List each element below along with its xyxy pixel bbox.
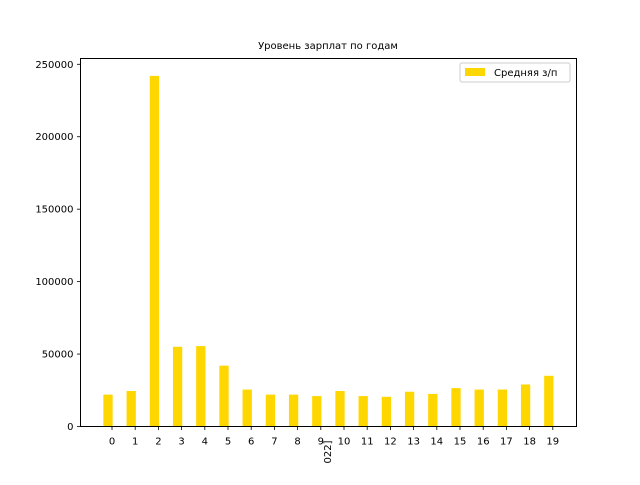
x-axis-ticks: 0 1 2 3 4 5 6 7 8 9 10 11 12 13 14 15 16 17 18 19 [109,426,559,448]
bar-9 [312,396,322,427]
x-tick-label-14: 14 [430,437,443,448]
x-tick-label-9: 9 [318,437,324,448]
legend-box [459,62,571,83]
y-tick-label-0: 0 [67,422,73,433]
bar-5 [219,365,229,427]
x-tick-label-17: 17 [500,437,513,448]
x-tick-label-1: 1 [132,437,138,448]
y-tick-label-100000: 100000 [35,277,73,288]
x-tick-label-5: 5 [225,437,231,448]
bar-14 [428,393,438,427]
bar-11 [358,396,368,427]
y-tick-label-200000: 200000 [35,132,73,143]
legend: Средняя з/п [459,62,571,83]
x-tick-label-2: 2 [155,437,161,448]
x-tick-label-19: 19 [546,437,559,448]
bar-3 [172,346,183,427]
x-tick-label-12: 12 [384,437,397,448]
bar-6 [242,389,252,427]
x-tick-label-4: 4 [202,437,208,448]
x-tick-label-10: 10 [338,437,351,448]
y-axis-ticks: 0 50000 100000 150000 200000 250000 [35,60,81,433]
x-tick-label-15: 15 [454,437,467,448]
y-tick-label-150000: 150000 [35,205,73,216]
x-tick-label-18: 18 [523,437,536,448]
stray-x-label: 022] [323,440,334,463]
bar-18 [520,384,531,427]
bar-16 [474,389,484,427]
chart-title: Уровень зарплат по годам [258,41,398,52]
x-tick-label-7: 7 [271,437,277,448]
x-tick-label-16: 16 [477,437,490,448]
bar-19 [544,375,554,427]
bar-2 [149,75,160,427]
bar-15 [451,388,461,427]
axes-frame [80,58,577,427]
y-tick-label-250000: 250000 [35,60,73,71]
bar-8 [288,394,299,427]
legend-swatch [465,68,485,76]
bar-12 [381,396,392,427]
x-tick-label-0: 0 [109,437,115,448]
x-tick-label-11: 11 [361,437,374,448]
x-tick-label-8: 8 [294,437,300,448]
bars-group [103,75,554,427]
bar-4 [196,346,206,427]
x-tick-label-6: 6 [248,437,254,448]
bar-1 [126,391,136,427]
bar-17 [497,389,508,427]
bar-0 [103,394,113,427]
x-tick-label-13: 13 [407,437,420,448]
bar-10 [335,391,345,427]
legend-label: Средняя з/п [494,68,557,79]
x-tick-label-3: 3 [178,437,184,448]
y-tick-label-50000: 50000 [42,350,74,361]
bar-7 [265,394,276,427]
bar-13 [404,391,415,427]
